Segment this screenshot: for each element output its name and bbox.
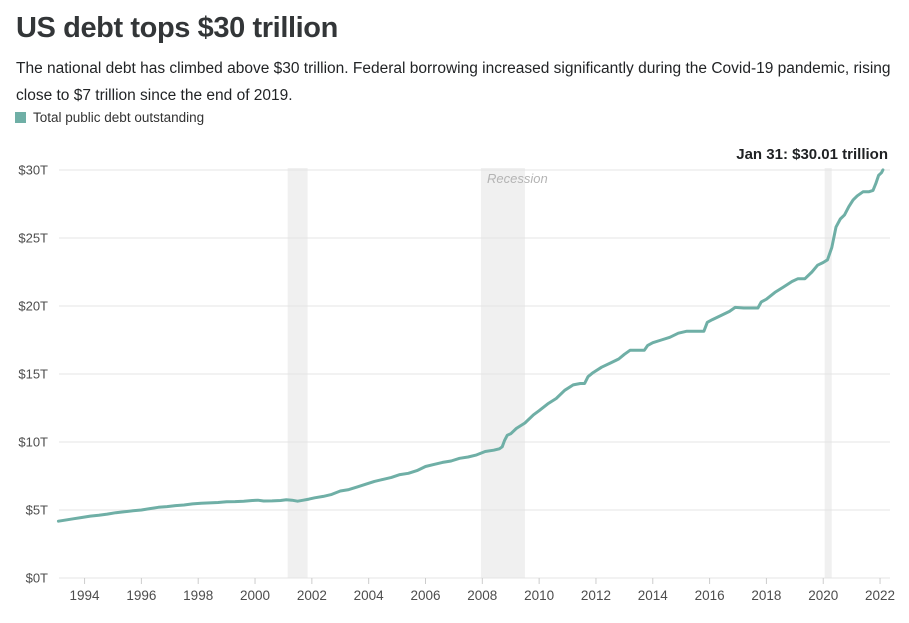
y-axis-tick-label: $5T [26, 503, 48, 518]
x-axis-tick-label: 2016 [695, 588, 725, 603]
x-axis-tick-label: 1994 [70, 588, 101, 603]
x-axis-tick-label: 2000 [240, 588, 270, 603]
x-axis-tick-label: 2020 [808, 588, 838, 603]
y-axis-tick-label: $15T [18, 367, 48, 382]
y-axis-tick-label: $10T [18, 435, 48, 450]
debt-line [56, 168, 885, 523]
x-axis-tick-label: 1998 [183, 588, 213, 603]
y-axis-tick-label: $25T [18, 231, 48, 246]
x-axis-tick-label: 2002 [297, 588, 327, 603]
x-axis-tick-label: 2006 [410, 588, 440, 603]
x-axis-tick-label: 2008 [467, 588, 497, 603]
page-title: US debt tops $30 trillion [16, 12, 338, 44]
y-axis-tick-label: $20T [18, 299, 48, 314]
x-axis-tick-label: 2010 [524, 588, 554, 603]
recession-band [287, 168, 308, 578]
recession-band [824, 168, 832, 578]
chart-legend: Total public debt outstanding [15, 110, 204, 125]
latest-value-annotation: Jan 31: $30.01 trillion [736, 146, 888, 163]
x-axis-tick-label: 2004 [354, 588, 385, 603]
x-axis-tick-label: 2018 [751, 588, 781, 603]
legend-swatch-icon [15, 112, 26, 123]
x-axis-tick-label: 1996 [126, 588, 156, 603]
y-axis-tick-label: $0T [26, 571, 48, 586]
x-axis-tick-label: 2014 [638, 588, 669, 603]
x-axis-tick-label: 2022 [865, 588, 895, 603]
legend-label: Total public debt outstanding [33, 110, 205, 125]
chart-subtitle: The national debt has climbed above $30 … [16, 60, 891, 104]
y-axis-tick-label: $30T [18, 163, 48, 178]
x-axis-tick-label: 2012 [581, 588, 611, 603]
chart-canvas: $0T $5T $10T $15T $20T $25T $30T 1994 1996 1998 20… [18, 163, 895, 604]
debt-line-chart: $0T $5T $10T $15T $20T $25T $30T 1994 1996 1998 20… [0, 140, 909, 623]
recession-band-label: Recession [487, 171, 548, 186]
recession-band [480, 168, 525, 578]
